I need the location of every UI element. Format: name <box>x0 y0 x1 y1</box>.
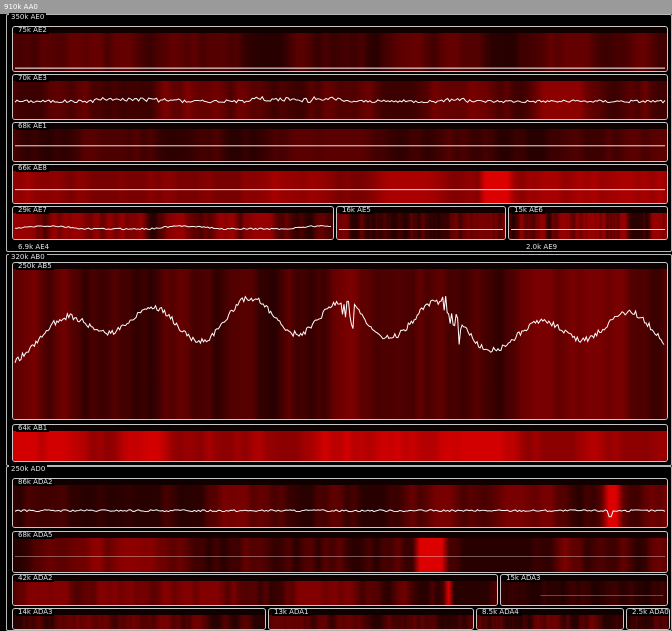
panel-ada5[interactable]: 68k ADA5 <box>12 531 668 573</box>
heat-strip <box>13 171 667 203</box>
heat-strip <box>337 213 505 239</box>
panel-ada1[interactable]: 13k ADA1 <box>268 608 474 630</box>
panel-ae1[interactable]: 68k AE1 <box>12 122 668 162</box>
panel-ada0[interactable]: 2.5k ADA0 <box>626 608 670 630</box>
panel-ae2-label: 75k AE2 <box>16 26 49 34</box>
signal-trace <box>510 229 666 231</box>
signal-trace <box>14 225 332 231</box>
heat-strip <box>477 615 623 629</box>
panel-ae5[interactable]: 16k AE5 <box>336 206 506 240</box>
group-ad0-label: 250k AD0 <box>9 465 48 473</box>
signal-trace <box>540 595 664 596</box>
group-ae4-label: 6.9k AE4 <box>16 243 52 251</box>
panel-ae7-label: 29k AE7 <box>16 206 49 214</box>
panel-ae5-label: 16k AE5 <box>340 206 373 214</box>
panel-ada3-label: 15k ADA3 <box>504 574 543 582</box>
panel-ada4[interactable]: 8.5k ADA4 <box>476 608 624 630</box>
heat-strip <box>627 615 669 629</box>
panel-ada2b[interactable]: 42k ADA2 <box>12 574 498 606</box>
panel-ae7[interactable]: 29k AE7 <box>12 206 334 240</box>
panel-ab1-label: 64k AB1 <box>16 424 50 432</box>
panel-ae8[interactable]: 66k AE8 <box>12 164 668 204</box>
heat-strip <box>13 581 497 605</box>
signal-trace <box>14 145 666 147</box>
signal-trace <box>14 295 665 363</box>
panel-ae2[interactable]: 75k AE2 <box>12 26 668 72</box>
signal-trace <box>14 67 666 69</box>
heat-strip <box>13 269 667 419</box>
panel-ada5-label: 68k ADA5 <box>16 531 55 539</box>
panel-ada1-label: 13k ADA1 <box>272 608 311 616</box>
heat-strip <box>13 81 667 119</box>
heat-strip <box>13 129 667 161</box>
group-ae9-label: 2.0k AE9 <box>524 243 560 251</box>
heat-strip <box>13 615 265 629</box>
signal-trace <box>14 189 666 191</box>
panel-ae8-label: 66k AE8 <box>16 164 49 172</box>
heat-strip <box>13 485 667 527</box>
panel-ada2[interactable]: 86k ADA2 <box>12 478 668 528</box>
signal-trace <box>14 509 666 518</box>
heat-strip <box>13 33 667 71</box>
panel-ada3[interactable]: 15k ADA3 <box>500 574 668 606</box>
panel-ab1[interactable]: 64k AB1 <box>12 424 668 462</box>
panel-ada2-label: 86k ADA2 <box>16 478 55 486</box>
signal-trace <box>338 229 504 231</box>
heat-strip <box>269 615 473 629</box>
panel-ae1-label: 68k AE1 <box>16 122 49 130</box>
panel-ae6[interactable]: 15k AE6 <box>508 206 668 240</box>
panel-ae6-label: 15k AE6 <box>512 206 545 214</box>
panel-ada3b-label: 14k ADA3 <box>16 608 55 616</box>
panel-ada4-label: 8.5k ADA4 <box>480 608 521 616</box>
panel-ae3[interactable]: 70k AE3 <box>12 74 668 120</box>
signal-trace <box>14 95 666 104</box>
group-ae0-label: 350k AE0 <box>9 13 47 21</box>
panel-ada2b-label: 42k ADA2 <box>16 574 55 582</box>
group-ab0-label: 320k AB0 <box>9 253 47 261</box>
heat-strip <box>501 581 667 605</box>
panel-ada3b[interactable]: 14k ADA3 <box>12 608 266 630</box>
root-label: 910k AA0 <box>2 3 40 11</box>
root-header[interactable]: 910k AA0 <box>0 0 672 14</box>
heat-strip <box>509 213 667 239</box>
heat-strip <box>13 431 667 461</box>
signal-trace <box>14 556 666 558</box>
panel-ae3-label: 70k AE3 <box>16 74 49 82</box>
panel-ada0-label: 2.5k ADA0 <box>630 608 669 616</box>
heat-strip <box>13 538 667 572</box>
panel-ab5-label: 250k AB5 <box>16 262 54 270</box>
panel-ab5[interactable]: 250k AB5 <box>12 262 668 420</box>
